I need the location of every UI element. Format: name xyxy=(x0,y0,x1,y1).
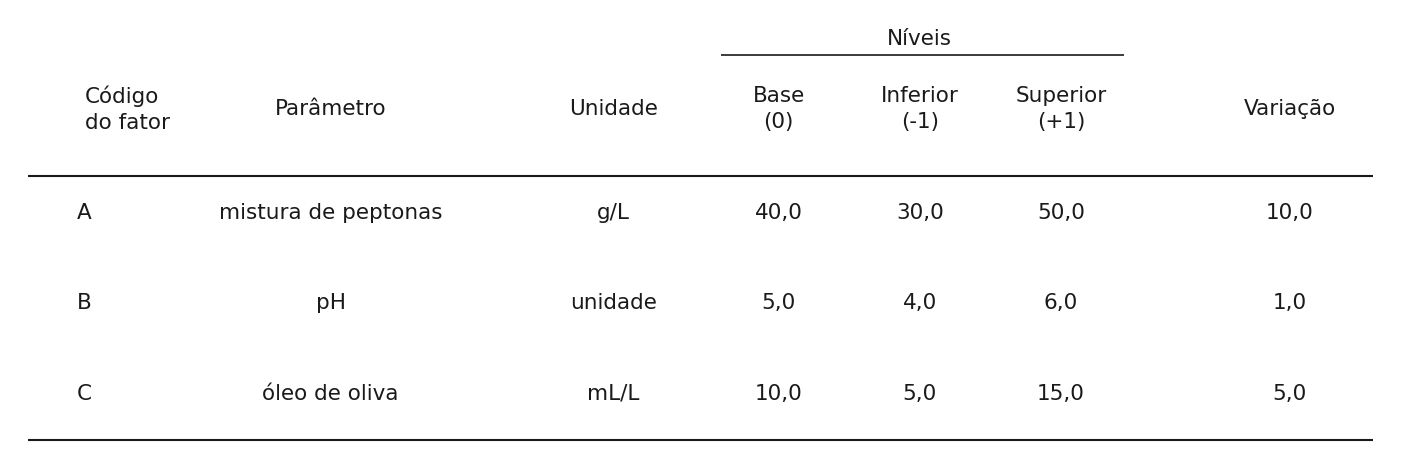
Text: pH: pH xyxy=(315,293,346,313)
Text: óleo de oliva: óleo de oliva xyxy=(262,384,399,404)
Text: B: B xyxy=(77,293,92,313)
Text: mistura de peptonas: mistura de peptonas xyxy=(219,203,443,223)
Text: unidade: unidade xyxy=(570,293,657,313)
Text: 15,0: 15,0 xyxy=(1037,384,1084,404)
Text: mL/L: mL/L xyxy=(587,384,639,404)
Text: g/L: g/L xyxy=(597,203,629,223)
Text: Unidade: Unidade xyxy=(569,99,657,119)
Text: Parâmetro: Parâmetro xyxy=(275,99,387,119)
Text: 10,0: 10,0 xyxy=(755,384,803,404)
Text: 1,0: 1,0 xyxy=(1272,293,1307,313)
Text: 30,0: 30,0 xyxy=(895,203,944,223)
Text: 4,0: 4,0 xyxy=(902,293,937,313)
Text: 5,0: 5,0 xyxy=(761,293,796,313)
Text: C: C xyxy=(77,384,92,404)
Text: 5,0: 5,0 xyxy=(1272,384,1307,404)
Text: A: A xyxy=(77,203,92,223)
Text: Base
(0): Base (0) xyxy=(752,86,804,132)
Text: 5,0: 5,0 xyxy=(902,384,937,404)
Text: 40,0: 40,0 xyxy=(755,203,803,223)
Text: 50,0: 50,0 xyxy=(1037,203,1084,223)
Text: Variação: Variação xyxy=(1244,99,1335,119)
Text: Código
do fator: Código do fator xyxy=(84,85,170,133)
Text: 10,0: 10,0 xyxy=(1265,203,1314,223)
Text: Níveis: Níveis xyxy=(887,29,953,48)
Text: 6,0: 6,0 xyxy=(1044,293,1079,313)
Text: Superior
(+1): Superior (+1) xyxy=(1016,86,1107,132)
Text: Inferior
(-1): Inferior (-1) xyxy=(881,86,958,132)
